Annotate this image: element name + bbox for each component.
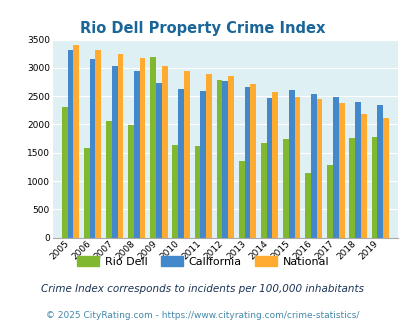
- Bar: [200, 91, 206, 238]
- Bar: [194, 146, 200, 238]
- Bar: [156, 83, 162, 238]
- Bar: [228, 76, 233, 238]
- Bar: [216, 80, 222, 238]
- Bar: [150, 57, 156, 238]
- Bar: [222, 81, 228, 238]
- Bar: [354, 102, 360, 238]
- Bar: [310, 94, 316, 238]
- Bar: [266, 98, 272, 238]
- Bar: [244, 86, 250, 238]
- Bar: [238, 161, 244, 238]
- Text: Rio Dell Property Crime Index: Rio Dell Property Crime Index: [80, 21, 325, 36]
- Bar: [282, 139, 288, 238]
- Bar: [376, 105, 382, 238]
- Bar: [349, 138, 354, 238]
- Bar: [117, 54, 123, 238]
- Bar: [183, 71, 189, 238]
- Bar: [134, 71, 139, 238]
- Bar: [206, 74, 211, 238]
- Bar: [382, 118, 388, 238]
- Bar: [162, 66, 167, 238]
- Bar: [332, 97, 338, 238]
- Bar: [294, 97, 300, 238]
- Bar: [139, 58, 145, 238]
- Bar: [178, 89, 183, 238]
- Bar: [260, 143, 266, 238]
- Text: © 2025 CityRating.com - https://www.cityrating.com/crime-statistics/: © 2025 CityRating.com - https://www.city…: [46, 311, 359, 320]
- Legend: Rio Dell, California, National: Rio Dell, California, National: [72, 251, 333, 271]
- Bar: [62, 108, 68, 238]
- Bar: [111, 66, 117, 238]
- Bar: [106, 121, 111, 238]
- Bar: [272, 92, 277, 238]
- Bar: [305, 173, 310, 238]
- Bar: [288, 90, 294, 238]
- Bar: [84, 148, 90, 238]
- Bar: [326, 165, 332, 238]
- Bar: [316, 99, 322, 238]
- Bar: [250, 84, 256, 238]
- Text: Crime Index corresponds to incidents per 100,000 inhabitants: Crime Index corresponds to incidents per…: [41, 284, 364, 294]
- Bar: [68, 50, 73, 238]
- Bar: [338, 103, 344, 238]
- Bar: [90, 59, 95, 238]
- Bar: [128, 125, 134, 238]
- Bar: [371, 138, 376, 238]
- Bar: [73, 45, 79, 238]
- Bar: [360, 114, 366, 238]
- Bar: [95, 50, 101, 238]
- Bar: [172, 146, 178, 238]
